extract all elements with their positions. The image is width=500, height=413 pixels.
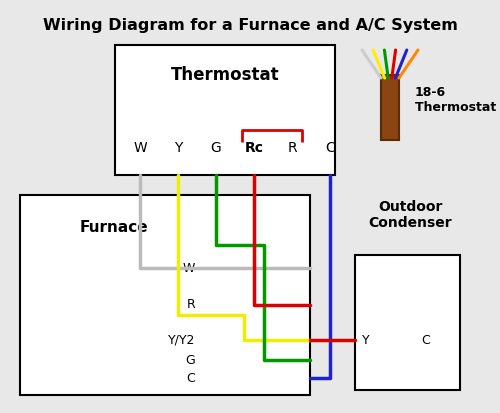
Text: W: W — [182, 261, 195, 275]
Text: 18-6
Thermostat Wire: 18-6 Thermostat Wire — [415, 86, 500, 114]
Text: Y: Y — [174, 141, 182, 155]
Bar — [381, 75, 399, 140]
Text: Furnace: Furnace — [80, 220, 148, 235]
Text: Y: Y — [362, 334, 370, 347]
Text: Outdoor
Condenser: Outdoor Condenser — [368, 200, 452, 230]
Text: R: R — [287, 141, 297, 155]
Bar — [115, 45, 335, 175]
Text: C: C — [186, 372, 195, 385]
Bar — [20, 195, 310, 395]
Text: G: G — [210, 141, 222, 155]
Bar — [355, 255, 460, 390]
Text: G: G — [185, 354, 195, 366]
Text: Y/Y2: Y/Y2 — [168, 334, 195, 347]
Text: C: C — [421, 334, 430, 347]
Text: Rc: Rc — [244, 141, 264, 155]
Text: Wiring Diagram for a Furnace and A/C System: Wiring Diagram for a Furnace and A/C Sys… — [42, 18, 458, 33]
Text: W: W — [133, 141, 147, 155]
Text: Thermostat: Thermostat — [170, 66, 280, 84]
Text: C: C — [325, 141, 335, 155]
Text: R: R — [186, 299, 195, 311]
